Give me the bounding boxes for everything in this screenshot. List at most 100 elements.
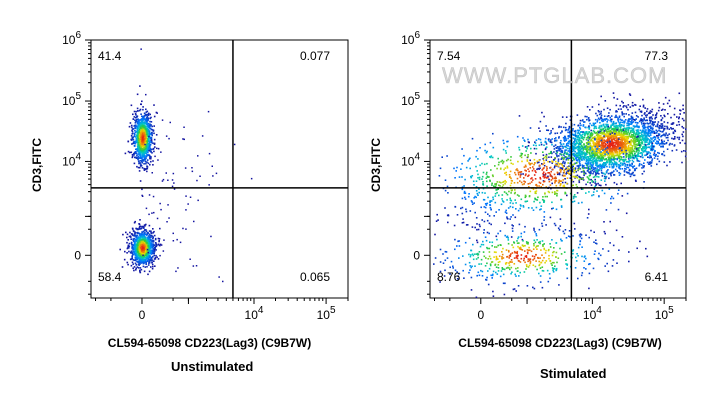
cd3-negative-cluster-point (137, 267, 140, 269)
cd3-lag3-positive-cluster-point (598, 113, 601, 116)
cd3-lag3-positive-cluster-point (628, 148, 630, 151)
spread-cluster-point (524, 200, 527, 203)
cd3-lag3-positive-cluster-point (664, 115, 666, 118)
cd3-lag3-positive-cluster-point (575, 146, 577, 149)
spread-cluster-point (554, 179, 556, 182)
sparse-point (172, 172, 175, 175)
cd3-lag3-positive-cluster-point (549, 161, 551, 163)
cd3-lag3-positive-cluster-point (591, 145, 593, 148)
cd3-lag3-positive-cluster-point (563, 165, 565, 167)
cd3-negative-cluster-point (142, 233, 144, 236)
cd3-negative-cluster-point (138, 261, 140, 263)
spread-cluster-point (477, 228, 480, 231)
cd3-lag3-positive-cluster-point (627, 127, 630, 129)
cd3-lag3-positive-cluster-point (633, 126, 636, 128)
cd3-lag3-positive-cluster-point (633, 141, 636, 144)
cd3-lag3-positive-cluster-point (620, 108, 622, 110)
cd3-lag3-positive-cluster-point (544, 148, 547, 151)
cd3-lag3-positive-cluster-point (572, 149, 575, 151)
cd3-lag3-positive-cluster-point (650, 120, 652, 122)
cd3-lag3-positive-cluster-point (649, 154, 651, 157)
spread-cluster-point (578, 178, 581, 181)
y-tick-label: 0 (74, 248, 81, 262)
cd3-positive-cluster-point (140, 146, 142, 149)
cd3-lag3-positive-cluster-point (663, 114, 665, 117)
cd3-lag3-positive-cluster-point (621, 100, 623, 103)
cd3-lag3-positive-cluster-point (579, 162, 581, 165)
cd3-positive-cluster-point (146, 165, 148, 167)
cd3-lag3-positive-cluster-point (620, 121, 622, 124)
cd3-lag3-positive-cluster-point (605, 118, 608, 120)
cd3-lag3-positive-cluster-point (634, 137, 637, 139)
cd3-lag3-positive-cluster-point (575, 135, 577, 138)
spread-cluster-point (551, 191, 554, 194)
cd3-negative-cluster-point (141, 256, 144, 259)
cd3-negative-cluster-point (136, 253, 139, 255)
cd3-lag3-positive-cluster-point (649, 161, 652, 163)
cd3-lag3-positive-cluster-point (655, 132, 658, 134)
cd3-lag3-positive-cluster-point (606, 139, 608, 141)
cd3-lag3-positive-cluster-point (583, 131, 585, 133)
cd3-lag3-positive-cluster-point (609, 119, 611, 122)
cd3-positive-cluster-point (133, 162, 136, 165)
cd3-lag3-positive-cluster-point (599, 165, 601, 167)
cd3-negative-cluster-point (128, 235, 131, 238)
cd3-positive-cluster-point (144, 113, 147, 116)
sparse-point (165, 135, 168, 137)
cd3-positive-cluster-point (137, 136, 139, 139)
cd3-lag3-positive-cluster-point (644, 114, 647, 117)
cd3-lag3-positive-cluster-point (684, 150, 687, 152)
spread-cluster-point (530, 147, 532, 150)
spread-cluster-point (479, 164, 481, 167)
cd3-lag3-positive-cluster-point (611, 149, 613, 151)
cd3-positive-cluster-point (139, 160, 142, 162)
cd3-lag3-positive-cluster-point (596, 160, 598, 162)
cd3-lag3-positive-cluster-point (578, 144, 580, 146)
cd3-lag3-positive-cluster-point (582, 146, 585, 149)
cd3-positive-cluster-point (128, 125, 131, 128)
spread-cluster-point (588, 178, 591, 181)
cd3-positive-cluster-point (131, 156, 134, 159)
cd3-positive-cluster-point (127, 140, 129, 143)
cd3-positive-cluster-point (146, 140, 148, 143)
cd3-lag3-positive-cluster-point (671, 149, 674, 152)
cd3-lag3-positive-cluster-point (595, 112, 597, 115)
cd3-negative-cluster-point (152, 265, 154, 268)
sparse-point (182, 138, 184, 140)
cd3-negative-cluster-point (138, 223, 140, 225)
cd3-lag3-positive-cluster-point (640, 111, 643, 113)
cd3-negative-cluster-point (149, 236, 151, 238)
spread-cluster-point (538, 185, 540, 187)
cd3-negative-cluster-point (143, 249, 145, 252)
cd3-lag3-positive-cluster-point (628, 154, 630, 156)
cd3-lag3-positive-cluster-point (596, 131, 598, 134)
cd3-negative-cluster-point (150, 251, 153, 254)
spread-cluster-point (604, 173, 606, 175)
cd3-negative-cluster-point (133, 266, 136, 268)
cd3-lag3-positive-cluster-point (639, 136, 642, 138)
cd3-lag3-positive-cluster-point (609, 145, 611, 148)
cd3-lag3-positive-cluster-point (545, 143, 548, 145)
cd3-lag3-positive-cluster-point (594, 143, 597, 145)
cd3-lag3-positive-cluster-point (648, 163, 651, 165)
cd3-lag3-positive-cluster-point (581, 152, 584, 154)
cd3-positive-cluster-point (148, 146, 151, 148)
cd3-lag3-positive-cluster-point (571, 129, 574, 132)
cd3-positive-cluster-point (146, 150, 148, 152)
cd3-positive-cluster-point (131, 155, 134, 158)
sparse-point (141, 195, 144, 197)
cd3-lag3-positive-cluster-point (642, 120, 644, 122)
cd3-lag3-positive-cluster-point (636, 147, 639, 149)
cd3-lag3-positive-cluster-point (614, 158, 617, 160)
cd3-lag3-positive-cluster-point (645, 116, 648, 118)
cd3-lag3-positive-cluster-point (636, 129, 638, 132)
cd3-lag3-positive-cluster-point (597, 143, 599, 145)
cd3-lag3-positive-cluster-point (624, 145, 627, 148)
spread-cluster-point (563, 186, 566, 188)
cd3-negative-cluster-point (145, 254, 147, 256)
spread-cluster-point (585, 157, 587, 159)
spread-cluster-point (494, 165, 496, 167)
cd3-lag3-positive-cluster-point (597, 146, 599, 148)
cd3-lag3-positive-cluster-point (613, 164, 615, 167)
cd3-negative-cluster-point (148, 258, 150, 261)
